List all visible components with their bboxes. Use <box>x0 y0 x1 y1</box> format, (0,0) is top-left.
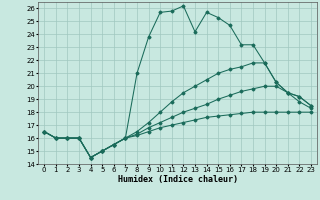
X-axis label: Humidex (Indice chaleur): Humidex (Indice chaleur) <box>118 175 238 184</box>
